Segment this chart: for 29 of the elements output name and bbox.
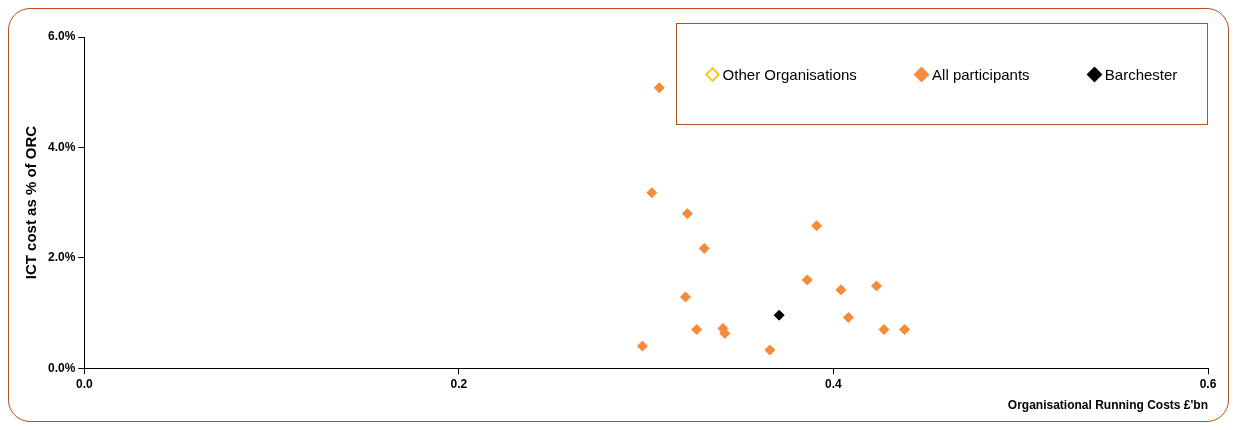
point [899, 324, 911, 336]
x-tick-label: 0.6 [1199, 376, 1217, 391]
x-tick-label: 0.4 [825, 376, 843, 391]
point [646, 187, 658, 199]
point [681, 208, 693, 220]
point [878, 324, 890, 336]
legend-label: All participants [932, 65, 1030, 83]
x-tick-label: 0.0 [76, 376, 94, 391]
point [811, 220, 823, 232]
y-axis-title: ICT cost as % of ORC [22, 125, 40, 280]
point [764, 344, 776, 356]
point [801, 274, 813, 286]
point [842, 311, 854, 323]
y-tick-label: 2.0% [47, 250, 76, 265]
y-tick-label: 0.0% [47, 360, 76, 375]
y-tick-label: 4.0% [47, 139, 76, 154]
point [691, 324, 703, 336]
point [773, 309, 785, 321]
x-tick-label: 0.2 [450, 376, 468, 391]
point [835, 284, 847, 296]
point [680, 291, 691, 303]
legend-label: Other Organisations [722, 65, 857, 83]
y-tick-label: 6.0% [47, 29, 76, 44]
point [653, 82, 665, 94]
x-axis-title: Organisational Running Costs £'bn [1007, 398, 1208, 413]
legend-label: Barchester [1104, 65, 1178, 83]
point [698, 242, 710, 254]
point [871, 280, 883, 292]
point [636, 340, 648, 352]
